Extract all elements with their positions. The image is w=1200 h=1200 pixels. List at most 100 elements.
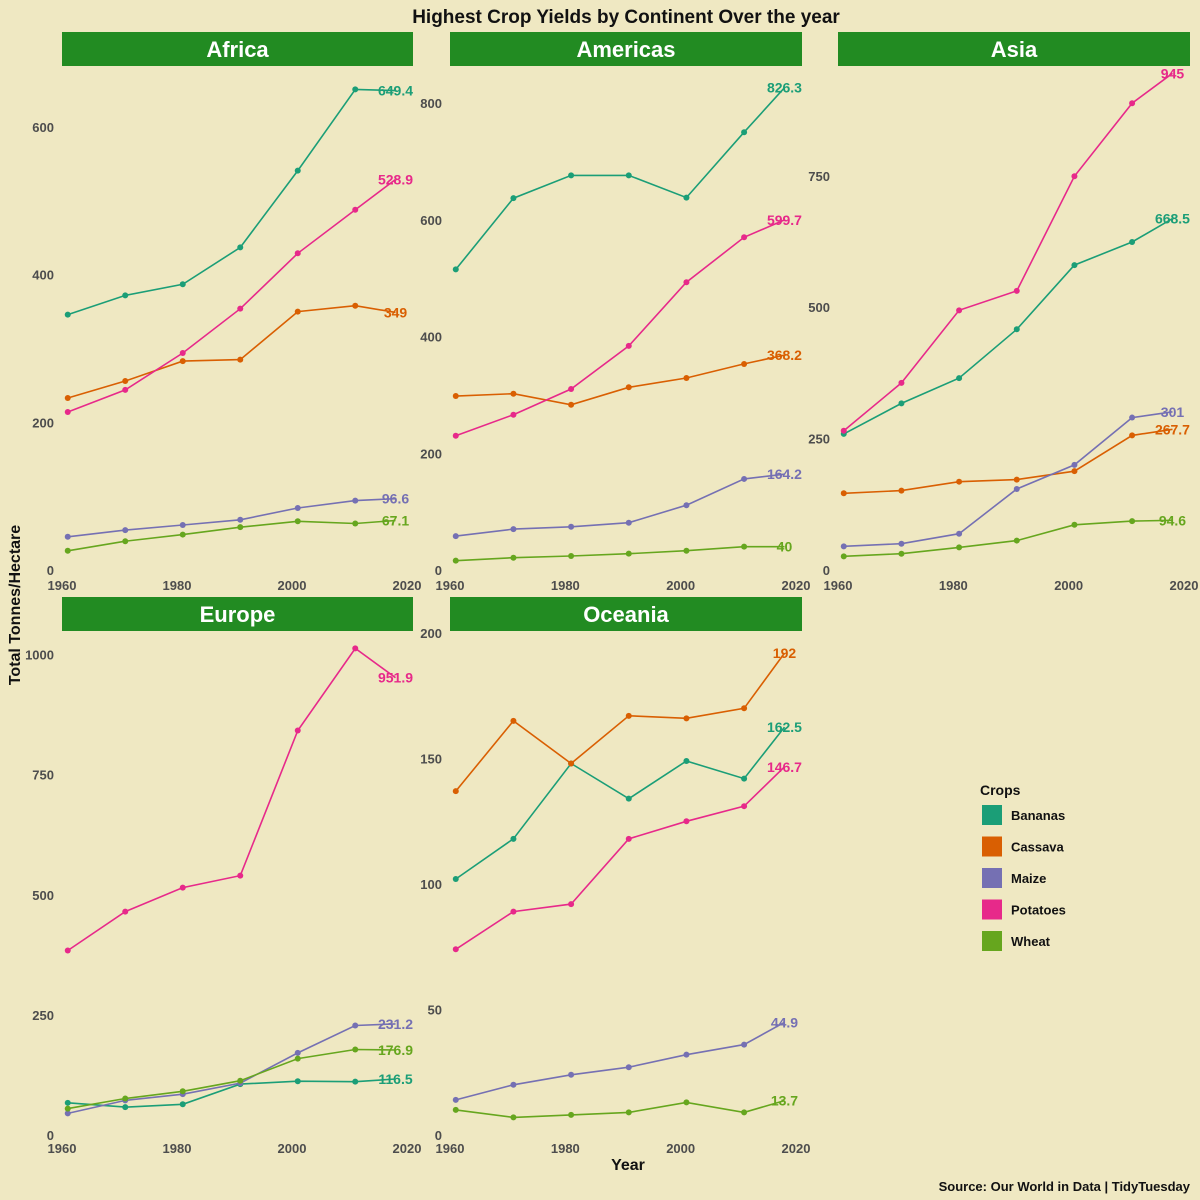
legend-label-maize: Maize — [1011, 871, 1046, 886]
data-point-maize — [452, 1096, 459, 1103]
data-point-wheat — [1129, 518, 1136, 525]
data-point-bananas — [352, 1078, 359, 1085]
y-tick-label: 200 — [32, 415, 54, 430]
data-point-potatoes — [294, 727, 301, 734]
legend-key-maize — [982, 868, 1002, 888]
data-point-cassava — [452, 393, 459, 400]
legend-key-cassava — [982, 836, 1002, 857]
data-point-potatoes — [122, 908, 129, 915]
data-point-maize — [625, 1064, 632, 1071]
legend-title: Crops — [980, 782, 1021, 798]
data-point-cassava — [956, 478, 963, 485]
data-point-potatoes — [741, 234, 748, 241]
data-point-potatoes — [568, 901, 575, 908]
data-point-wheat — [510, 554, 517, 561]
x-axis-title: Year — [611, 1157, 645, 1174]
end-label-bananas: 162.5 — [767, 719, 802, 735]
series-line-maize — [67, 497, 396, 538]
data-point-bananas — [179, 281, 186, 288]
end-label-potatoes: 528.9 — [378, 172, 413, 188]
x-tick-label: 2000 — [278, 578, 307, 593]
x-tick-label: 1980 — [939, 578, 968, 593]
data-point-wheat — [956, 544, 963, 551]
data-point-potatoes — [683, 279, 690, 286]
data-point-maize — [956, 530, 963, 537]
source-caption: Source: Our World in Data | TidyTuesday — [939, 1179, 1191, 1194]
data-point-bananas — [122, 1104, 129, 1111]
y-tick-label: 0 — [435, 1128, 442, 1143]
end-label-wheat: 176.9 — [378, 1042, 413, 1058]
data-point-cassava — [625, 384, 632, 391]
data-point-wheat — [64, 1105, 71, 1112]
data-point-wheat — [683, 547, 690, 554]
x-tick-label: 1980 — [163, 578, 192, 593]
data-point-cassava — [683, 715, 690, 722]
legend: Crops Bananas Cassava Maize Potatoes Wheat — [980, 782, 1066, 951]
y-tick-label: 0 — [823, 563, 830, 578]
data-point-potatoes — [1071, 173, 1078, 180]
data-point-maize — [568, 523, 575, 530]
data-point-wheat — [122, 1095, 129, 1102]
legend-label-cassava: Cassava — [1011, 840, 1065, 855]
x-tick-label: 2020 — [393, 578, 422, 593]
data-point-potatoes — [956, 307, 963, 314]
data-point-cassava — [568, 760, 575, 767]
y-tick-label: 250 — [808, 432, 830, 447]
data-point-cassava — [741, 360, 748, 367]
end-label-bananas: 668.5 — [1155, 211, 1190, 227]
end-label-cassava: 349 — [384, 304, 408, 320]
data-point-wheat — [1071, 521, 1078, 528]
legend-key-wheat — [982, 931, 1002, 951]
panel-europe: Europe 1960 1980 2000 2020 0 250 500 750 1000 116.… — [25, 597, 421, 1156]
legend-key-potatoes — [982, 899, 1002, 920]
data-point-bananas — [122, 292, 129, 299]
legend-label-wheat: Wheat — [1011, 934, 1051, 949]
end-label-bananas: 826.3 — [767, 80, 802, 96]
strip-label-oceania: Oceania — [583, 602, 669, 627]
data-point-cassava — [352, 302, 359, 309]
data-point-wheat — [625, 550, 632, 557]
data-point-cassava — [122, 378, 129, 385]
strip-label-europe: Europe — [200, 602, 276, 627]
data-point-bananas — [683, 194, 690, 201]
data-point-bananas — [625, 795, 632, 802]
end-label-wheat: 13.7 — [771, 1093, 798, 1109]
strip-europe — [62, 597, 413, 631]
data-point-potatoes — [122, 386, 129, 393]
data-point-cassava — [568, 401, 575, 408]
y-tick-label: 800 — [420, 96, 442, 111]
end-label-potatoes: 146.7 — [767, 759, 802, 775]
data-point-cassava — [510, 390, 517, 397]
y-tick-label: 1000 — [25, 648, 54, 663]
end-label-maize: 96.6 — [382, 491, 409, 507]
strip-africa — [62, 32, 413, 66]
end-label-bananas: 649.4 — [378, 83, 413, 99]
panel-oceania: Oceania 1960 1980 2000 2020 0 50 100 150 200 162.5… — [420, 597, 810, 1156]
data-point-potatoes — [683, 818, 690, 825]
data-point-cassava — [452, 788, 459, 795]
x-tick-label: 1980 — [551, 1141, 580, 1156]
data-point-bananas — [568, 172, 575, 179]
end-label-wheat: 40 — [777, 539, 793, 555]
series-line-cassava — [455, 652, 786, 792]
data-point-wheat — [510, 1114, 517, 1121]
x-tick-label: 2020 — [782, 578, 811, 593]
y-tick-label: 0 — [47, 563, 54, 578]
y-tick-label: 600 — [32, 120, 54, 135]
y-tick-label: 400 — [32, 268, 54, 283]
end-label-cassava: 368.2 — [767, 347, 802, 363]
data-point-wheat — [294, 1055, 301, 1062]
strip-label-americas: Americas — [576, 37, 675, 62]
data-point-potatoes — [294, 250, 301, 257]
data-point-wheat — [741, 1109, 748, 1116]
data-point-bananas — [510, 835, 517, 842]
data-point-maize — [898, 540, 905, 547]
end-label-cassava: 192 — [773, 645, 797, 661]
y-tick-label: 0 — [435, 563, 442, 578]
y-tick-label: 0 — [47, 1128, 54, 1143]
y-tick-label: 400 — [420, 330, 442, 345]
x-tick-label: 1960 — [436, 578, 465, 593]
data-point-wheat — [568, 552, 575, 559]
